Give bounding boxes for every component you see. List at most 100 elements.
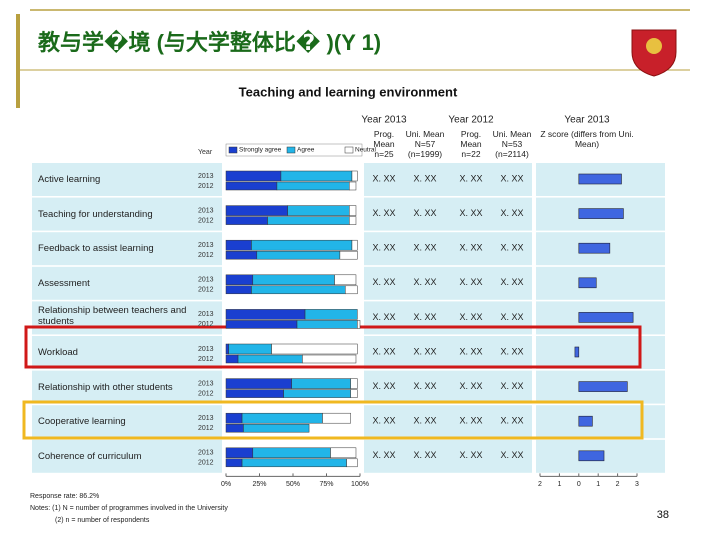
column-header: Prog. Mean n=25: [373, 129, 395, 159]
stat-value: X. XX: [372, 312, 395, 322]
logo: [631, 29, 677, 77]
stat-value: X. XX: [459, 450, 482, 460]
year-label: 2013: [198, 346, 214, 353]
bar-segment: [350, 378, 358, 389]
z-bar: [578, 415, 593, 427]
year-label: 2012: [198, 356, 214, 363]
bar-segment: [339, 250, 358, 260]
row-band: [32, 197, 222, 231]
stat-value: X. XX: [372, 208, 395, 218]
row-band: [364, 197, 532, 231]
bar-segment: [345, 285, 358, 295]
bar-segment: [225, 343, 229, 355]
bar-segment: [302, 354, 357, 364]
stat-value: X. XX: [500, 312, 523, 322]
bar-segment: [304, 309, 358, 320]
bar-segment: [225, 423, 244, 433]
stat-value: X. XX: [500, 450, 523, 460]
bar-segment: [241, 412, 323, 424]
bar-segment: [225, 354, 239, 364]
bar-segment: [225, 274, 254, 286]
stat-value: X. XX: [413, 346, 436, 356]
category-label: Relationship with other students: [38, 381, 173, 393]
bar-segment: [276, 181, 350, 191]
bar-segment: [225, 216, 268, 225]
stat-value: X. XX: [500, 416, 523, 426]
row-band: [32, 439, 222, 473]
bar-segment: [252, 447, 331, 459]
category-label: Teaching for understanding: [38, 208, 153, 220]
year-label: 2012: [198, 183, 214, 190]
year-label: 2012: [198, 217, 214, 224]
stat-value: X. XX: [372, 173, 395, 183]
bar-segment: [350, 389, 358, 398]
z-bar: [578, 381, 628, 392]
column-group: Year 2013: [564, 115, 610, 126]
stat-value: X. XX: [459, 243, 482, 253]
bar-segment: [349, 216, 357, 225]
column-header: Uni. Mean N=53 (n=2114): [492, 129, 532, 159]
year-label: 2013: [198, 450, 214, 457]
bar-segment: [280, 170, 353, 182]
bar-segment: [228, 343, 272, 355]
stat-value: X. XX: [459, 173, 482, 183]
stat-value: X. XX: [372, 243, 395, 253]
bar-segment: [225, 181, 278, 191]
legend-swatch: [344, 146, 354, 154]
stat-value: X. XX: [372, 346, 395, 356]
stat-value: X. XX: [372, 416, 395, 426]
z-bar: [578, 450, 605, 462]
stat-value: X. XX: [500, 208, 523, 218]
stat-value: X. XX: [500, 381, 523, 391]
slide-title: 教与学�境 (与大学整体比� )(Y 1): [38, 29, 381, 55]
bar-segment: [322, 412, 351, 424]
year-label: 2012: [198, 321, 214, 328]
column-header: Uni. Mean N=57 (n=1999): [405, 129, 445, 159]
bar-segment: [296, 320, 358, 329]
bar-segment: [351, 239, 358, 251]
stat-value: X. XX: [500, 243, 523, 253]
year-label: 2012: [198, 287, 214, 294]
bar-segment: [349, 205, 357, 216]
stat-value: X. XX: [500, 277, 523, 287]
bar-segment: [225, 378, 292, 389]
legend-label: Strongly agree: [239, 147, 282, 154]
row-band: [32, 336, 222, 369]
stat-value: X. XX: [413, 416, 436, 426]
row-band: [364, 405, 532, 439]
z-bar: [578, 312, 634, 323]
bar-segment: [225, 320, 298, 329]
legend-frame: [225, 143, 363, 157]
column-group: Year 2013: [361, 115, 407, 126]
bar-segment: [267, 216, 350, 225]
row-band: [32, 301, 222, 335]
column-header: Prog. Mean n=22: [460, 129, 482, 159]
year-label: 2013: [198, 173, 214, 180]
stat-value: X. XX: [372, 450, 395, 460]
bar-segment: [225, 412, 243, 424]
category-label: Active learning: [38, 174, 101, 185]
bar-segment: [225, 458, 243, 468]
bar-segment: [251, 239, 353, 251]
bar-segment: [251, 285, 346, 295]
bar-segment: [283, 389, 351, 398]
bar-segment: [243, 423, 310, 433]
stat-value: X. XX: [459, 346, 482, 356]
legend-swatch: [228, 146, 238, 154]
stat-value: X. XX: [413, 381, 436, 391]
year-label: 2013: [198, 242, 214, 249]
bar-segment: [334, 274, 357, 286]
bar-segment: [225, 285, 252, 295]
year-label: 2013: [198, 277, 214, 284]
stat-value: X. XX: [459, 312, 482, 322]
bar-segment: [271, 343, 358, 355]
bar-segment: [225, 447, 254, 459]
row-band: [364, 163, 532, 196]
stat-value: X. XX: [500, 346, 523, 356]
row-band: [536, 266, 665, 300]
stat-value: X. XX: [413, 243, 436, 253]
x-tick-label: 75%: [319, 481, 333, 488]
z-bar: [578, 277, 597, 289]
